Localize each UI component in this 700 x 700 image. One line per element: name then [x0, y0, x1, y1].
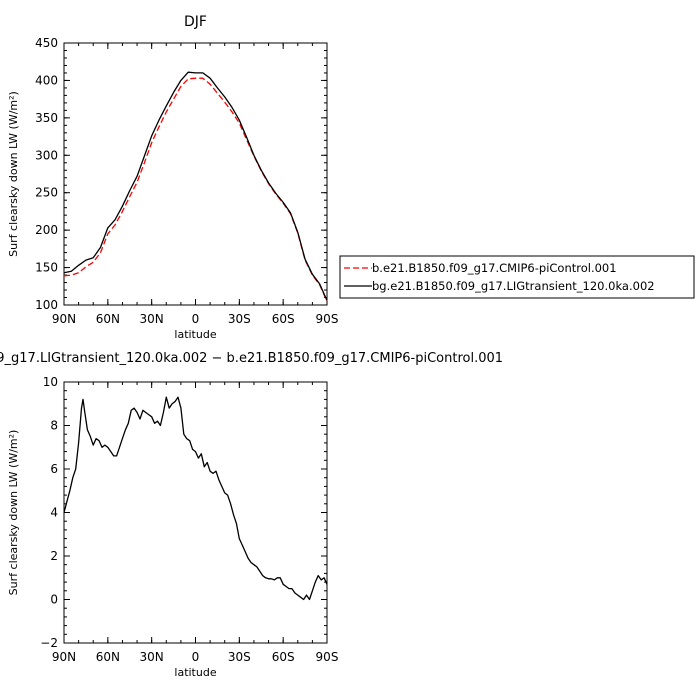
- legend-box: [339, 255, 695, 299]
- x-axis-label: latitude: [174, 666, 216, 679]
- chart-title: DJF: [184, 14, 207, 30]
- x-tick-label: 60N: [96, 650, 120, 664]
- x-axis-label: latitude: [174, 328, 216, 341]
- y-tick-label: 0: [50, 593, 58, 607]
- series-line-1: [63, 396, 328, 601]
- y-tick-label: 400: [35, 73, 58, 87]
- x-tick-label: 90N: [52, 650, 76, 664]
- x-tick-label: 30S: [228, 650, 251, 664]
- series-line-2: [63, 71, 328, 301]
- y-tick-label: 4: [50, 506, 58, 520]
- plot-panel-1: DJF 90N 60N 30N 0 30S 60S 90S 100 150 200 250 300 350…: [7, 14, 695, 341]
- y-tick-label: 8: [50, 419, 58, 433]
- legend: b.e21.B1850.f09_g17.CMIP6-piControl.001b…: [339, 255, 695, 299]
- y-tick-label: 200: [35, 223, 58, 237]
- x-tick-label: 30S: [228, 312, 251, 326]
- x-tick-label: 30N: [140, 650, 164, 664]
- x-tick-label: 90S: [316, 312, 339, 326]
- x-tick-label: 60S: [272, 312, 295, 326]
- series-line-1: [63, 77, 328, 302]
- y-tick-label: 10: [43, 375, 58, 389]
- plot-frame: [63, 42, 328, 306]
- y-tick-label: −2: [40, 636, 58, 650]
- x-tick-label: 90N: [52, 312, 76, 326]
- legend-label: bg.e21.B1850.f09_g17.LIGtransient_120.0k…: [372, 279, 655, 293]
- x-tick-label: 0: [192, 650, 200, 664]
- y-tick-label: 450: [35, 36, 58, 50]
- plot-panel-2: bg.e21.B1850.f09_g17.LIGtransient_120.0k…: [0, 351, 503, 679]
- y-tick-label: 300: [35, 148, 58, 162]
- y-axis-label: Surf clearsky down LW (W/m²): [7, 430, 20, 596]
- y-tick-label: 2: [50, 549, 58, 563]
- chart-title: bg.e21.B1850.f09_g17.LIGtransient_120.0k…: [0, 351, 503, 366]
- y-tick-label: 250: [35, 186, 58, 200]
- x-tick-label: 0: [192, 312, 200, 326]
- legend-label: b.e21.B1850.f09_g17.CMIP6-piControl.001: [372, 261, 617, 275]
- y-tick-label: 350: [35, 111, 58, 125]
- x-tick-label: 60S: [272, 650, 295, 664]
- x-tick-label: 30N: [140, 312, 164, 326]
- y-tick-label: 100: [35, 298, 58, 312]
- y-tick-label: 6: [50, 462, 58, 476]
- y-axis-label: Surf clearsky down LW (W/m²): [7, 91, 20, 257]
- y-tick-label: 150: [35, 261, 58, 275]
- x-tick-label: 60N: [96, 312, 120, 326]
- x-tick-label: 90S: [316, 650, 339, 664]
- plot-frame: [63, 381, 328, 644]
